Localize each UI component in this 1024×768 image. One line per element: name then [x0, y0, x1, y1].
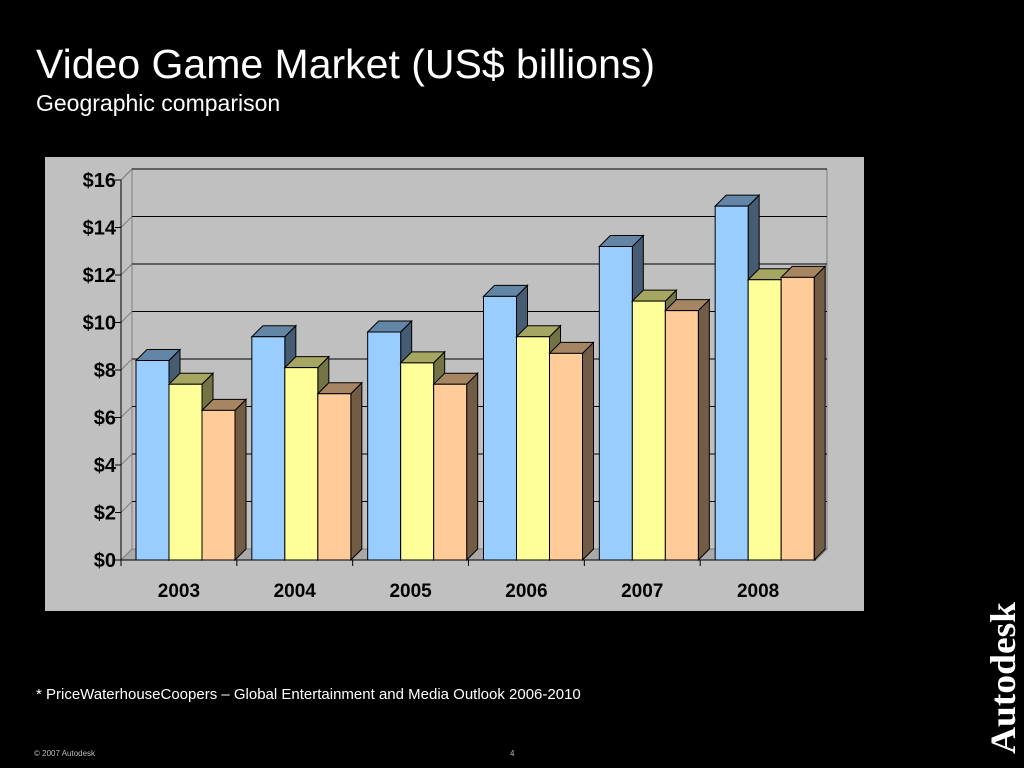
gridline-side — [120, 453, 133, 466]
bar-side — [697, 298, 710, 562]
bar-front — [168, 383, 203, 561]
bar-front — [549, 352, 583, 561]
bar-chart: 2003 2004 2005 2006 2007 2008 $0 $2 $4 $6 $8 $10 $1… — [83, 167, 829, 602]
bar-emea-2003 — [200, 398, 248, 562]
bar-front — [251, 336, 286, 561]
bar-emea-2008 — [779, 265, 827, 562]
x-tick-label: 2008 — [737, 581, 779, 602]
y-tick-label: $4 — [94, 455, 117, 477]
x-tick-labels: 2003 2004 2005 2006 2007 2008 — [158, 581, 779, 602]
bar-front — [135, 360, 170, 561]
bar-front — [367, 331, 402, 561]
gridline-side — [120, 358, 133, 371]
y-tick-label: $2 — [94, 503, 116, 525]
bar-front — [284, 367, 319, 561]
bar-emea-2007 — [664, 298, 711, 562]
bar-side — [466, 372, 479, 562]
bar-side — [813, 265, 826, 562]
bar-front — [516, 336, 550, 561]
bar-front — [631, 300, 666, 561]
bar-side — [582, 341, 594, 562]
bar-front — [598, 246, 633, 561]
logo-wordmark: Autodesk — [985, 602, 1021, 754]
y-tick-label: $14 — [83, 218, 117, 240]
bar-front — [400, 362, 435, 561]
page-number: 4 — [510, 749, 515, 758]
bar-front — [317, 393, 352, 561]
bar-front — [747, 279, 782, 561]
chart-area: 2003 2004 2005 2006 2007 2008 $0 $2 $4 $6 $8 $10 $1… — [45, 157, 864, 611]
bar-front — [483, 295, 517, 561]
y-tick-label: $10 — [83, 313, 116, 335]
y-tick-label: $12 — [83, 265, 116, 287]
x-tick-label: 2007 — [621, 581, 663, 602]
bar-side — [234, 398, 247, 562]
x-tick-label: 2004 — [274, 581, 317, 602]
source-footnote: * PriceWaterhouseCoopers – Global Entert… — [36, 686, 581, 703]
autodesk-logo: Autodesk — [985, 602, 1021, 754]
x-tick-label: 2006 — [505, 581, 547, 602]
axes — [115, 179, 816, 566]
x-tick-label: 2005 — [389, 581, 432, 602]
gridline-side — [120, 501, 133, 513]
bar-front — [714, 205, 749, 561]
gridline-side — [120, 263, 133, 276]
bar-emea-2005 — [432, 372, 479, 562]
bar-front — [433, 383, 468, 561]
gridline-side — [120, 311, 133, 323]
slide-subtitle: Geographic comparison — [36, 90, 281, 116]
y-tick-labels: $0 $2 $4 $6 $8 $10 $12 $14 $16 — [83, 170, 117, 572]
bar-emea-2004 — [316, 381, 364, 562]
bar-emea-2006 — [548, 341, 595, 562]
bar-front — [664, 310, 699, 561]
slide-title: Video Game Market (US$ billions) — [36, 41, 656, 87]
gridline-side — [120, 406, 133, 418]
bar-front — [201, 409, 236, 561]
y-tick-label: $8 — [94, 360, 116, 382]
gridline-side — [120, 168, 133, 181]
y-tick-label: $16 — [83, 170, 116, 192]
bar-front — [780, 276, 815, 561]
bars — [134, 193, 827, 562]
y-tick-label: $0 — [94, 550, 116, 572]
y-tick-label: $6 — [94, 408, 116, 430]
bar-side — [350, 381, 363, 562]
x-tick-label: 2003 — [158, 581, 200, 602]
gridline-side — [120, 216, 133, 228]
copyright-text: © 2007 Autodesk — [34, 749, 96, 758]
